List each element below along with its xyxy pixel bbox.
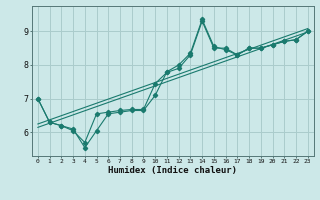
X-axis label: Humidex (Indice chaleur): Humidex (Indice chaleur) xyxy=(108,166,237,175)
